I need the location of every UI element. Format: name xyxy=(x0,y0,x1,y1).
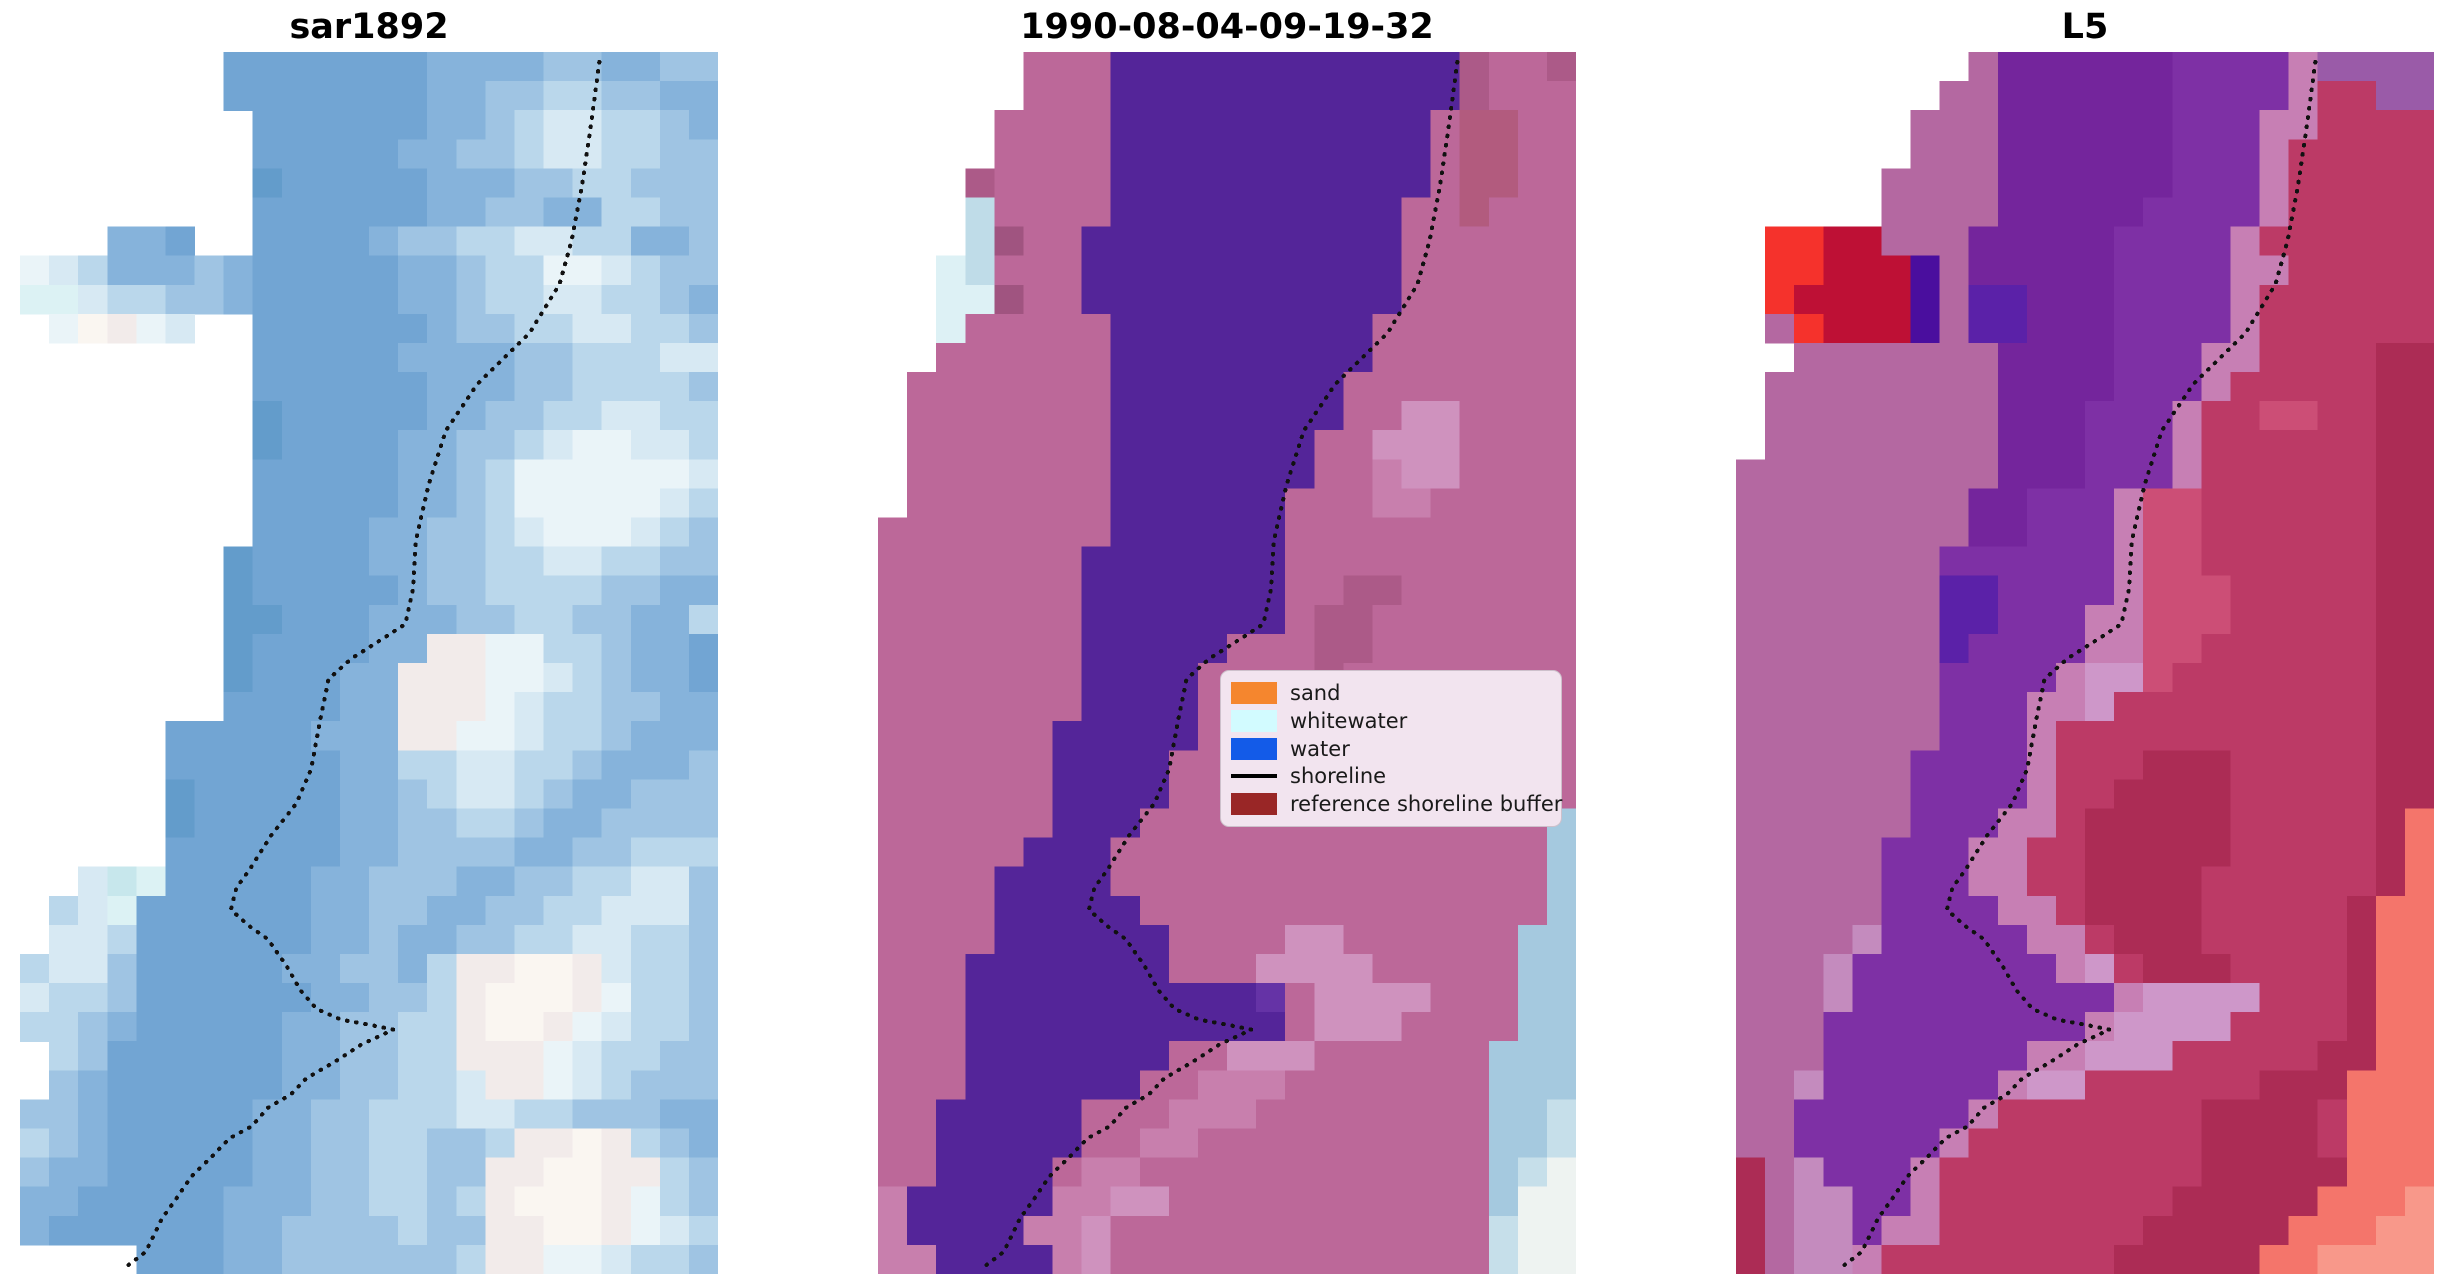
legend-item-water: water xyxy=(1231,736,1551,762)
legend-label-shoreline: shoreline xyxy=(1290,764,1387,789)
shoreline-overlay xyxy=(122,59,602,1270)
shoreline-overlay xyxy=(1838,59,2318,1270)
legend-item-reference-shoreline-buffer: reference shoreline buffer xyxy=(1231,791,1562,817)
panel-classified-date xyxy=(878,52,1576,1274)
legend-swatch-shoreline-line xyxy=(1231,774,1277,779)
legend-item-whitewater: whitewater xyxy=(1231,708,1551,734)
legend-item-shoreline: shoreline xyxy=(1231,763,1551,789)
legend-label-whitewater: whitewater xyxy=(1290,708,1408,733)
panel-title-sar1892: sar1892 xyxy=(289,7,449,47)
classified-raster-image xyxy=(878,52,1576,1274)
legend-swatch-sand xyxy=(1231,682,1277,704)
panel-sar1892 xyxy=(20,52,718,1274)
legend-swatch-water xyxy=(1231,737,1277,760)
legend-label-sand: sand xyxy=(1290,681,1341,705)
panel-l5 xyxy=(1736,52,2434,1274)
panel-title-l5: L5 xyxy=(2061,7,2109,47)
legend-swatch-whitewater xyxy=(1231,709,1277,732)
sar-raster-image xyxy=(20,52,718,1274)
legend-label-water: water xyxy=(1290,736,1350,761)
legend-swatch-reference-shoreline-buffer xyxy=(1231,793,1277,815)
legend-label-reference-shoreline-buffer: reference shoreline buffer xyxy=(1290,792,1563,816)
shoreline-overlay xyxy=(980,59,1460,1270)
legend: sand whitewater water shoreline referenc… xyxy=(1220,670,1562,827)
legend-item-sand: sand xyxy=(1231,680,1551,706)
panel-title-date: 1990-08-04-09-19-32 xyxy=(1020,7,1434,47)
l5-raster-image xyxy=(1736,52,2434,1274)
